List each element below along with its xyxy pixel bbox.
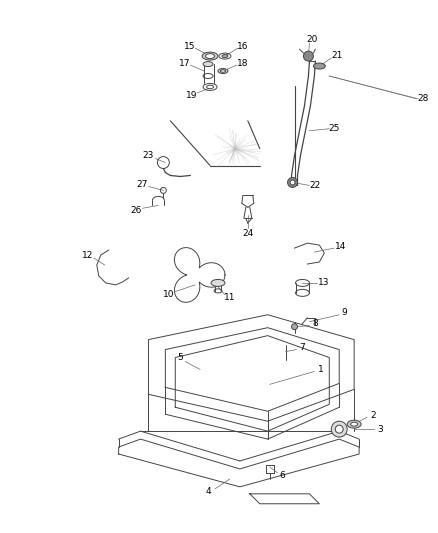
Ellipse shape (205, 54, 215, 59)
Text: 14: 14 (335, 241, 346, 251)
Text: 17: 17 (178, 59, 190, 68)
Text: 23: 23 (143, 151, 154, 160)
Text: 28: 28 (417, 94, 428, 103)
Circle shape (331, 421, 347, 437)
Text: 6: 6 (280, 471, 286, 480)
Text: 19: 19 (187, 91, 198, 100)
Ellipse shape (207, 85, 214, 88)
Ellipse shape (220, 70, 226, 72)
Circle shape (335, 425, 343, 433)
Ellipse shape (222, 54, 228, 58)
Circle shape (292, 324, 297, 330)
Text: 12: 12 (82, 251, 94, 260)
Text: 27: 27 (137, 180, 148, 189)
Text: 18: 18 (237, 59, 249, 68)
Text: 10: 10 (162, 290, 174, 300)
Ellipse shape (347, 420, 361, 428)
Text: 13: 13 (318, 278, 329, 287)
Text: 26: 26 (131, 206, 142, 215)
Text: 11: 11 (224, 293, 236, 302)
Text: 8: 8 (312, 319, 318, 328)
Circle shape (290, 180, 295, 185)
Text: 24: 24 (242, 229, 254, 238)
Text: 9: 9 (341, 308, 347, 317)
Text: 20: 20 (307, 35, 318, 44)
Text: 15: 15 (184, 42, 196, 51)
Ellipse shape (218, 69, 228, 74)
Ellipse shape (314, 63, 325, 69)
Text: 4: 4 (205, 487, 211, 496)
Ellipse shape (211, 279, 225, 286)
Text: 16: 16 (237, 42, 249, 51)
Text: 2: 2 (370, 411, 376, 419)
Ellipse shape (203, 62, 213, 67)
Text: 7: 7 (300, 343, 305, 352)
Ellipse shape (202, 52, 218, 60)
Text: 5: 5 (177, 353, 183, 362)
Text: 21: 21 (332, 51, 343, 60)
Text: 22: 22 (310, 181, 321, 190)
Text: 3: 3 (377, 425, 383, 434)
Circle shape (304, 51, 314, 61)
Ellipse shape (351, 422, 357, 426)
Text: 1: 1 (318, 365, 323, 374)
Circle shape (288, 177, 297, 188)
Text: 25: 25 (328, 124, 340, 133)
